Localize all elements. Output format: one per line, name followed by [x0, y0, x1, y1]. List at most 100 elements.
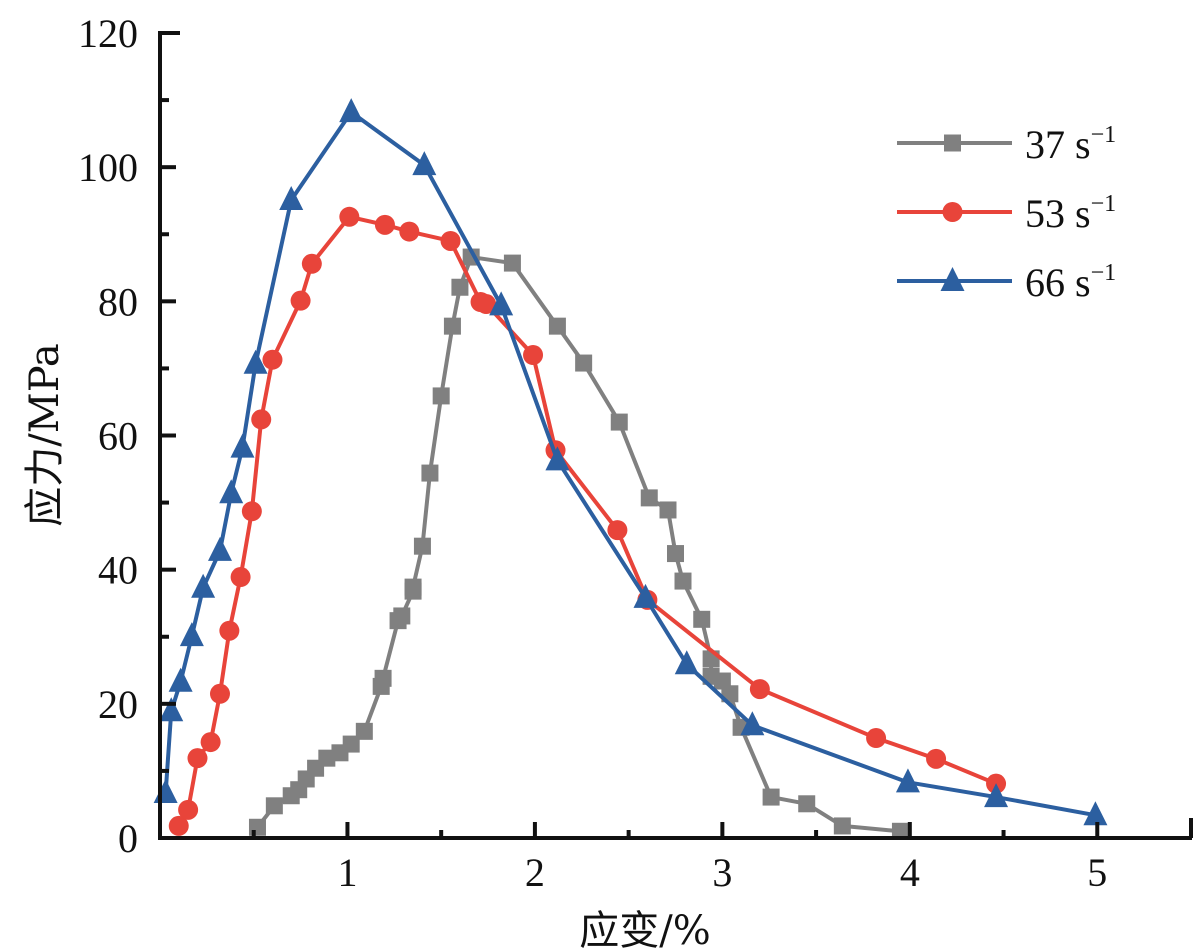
data-point: [610, 413, 628, 431]
y-axis-title: 应力/MPa: [22, 343, 68, 526]
data-point: [412, 151, 437, 176]
data-point: [740, 711, 765, 736]
y-ticks: 0 20 40 60 80 100 120: [78, 11, 176, 861]
data-point: [262, 349, 283, 370]
data-point: [1083, 801, 1108, 826]
data-point: [207, 536, 232, 561]
data-point: [833, 817, 851, 835]
y-tick-label: 80: [98, 279, 138, 324]
data-point: [251, 409, 272, 430]
data-point: [187, 748, 208, 769]
legend-marker-triangle: [940, 267, 965, 291]
series-triangle: [153, 98, 1108, 826]
data-point: [209, 683, 230, 704]
data-point: [179, 622, 204, 647]
x-tick-label: 3: [712, 850, 732, 895]
data-point: [318, 749, 336, 767]
data-point: [191, 573, 216, 598]
data-point: [219, 479, 244, 504]
data-point: [413, 537, 431, 555]
data-point: [633, 583, 658, 608]
data-point: [219, 620, 240, 641]
data-point: [178, 799, 199, 820]
data-point: [749, 679, 770, 700]
y-tick-label: 40: [98, 548, 138, 593]
x-ticks: 1 2 3 4 5: [251, 818, 1193, 895]
data-point: [168, 815, 189, 836]
data-point: [667, 545, 684, 563]
data-point: [984, 783, 1009, 808]
data-point: [489, 291, 514, 316]
data-point: [243, 349, 268, 374]
series-square: [248, 248, 909, 840]
legend-label: 37 s−1: [1025, 122, 1116, 167]
y-tick-label: 120: [78, 11, 138, 56]
data-point: [451, 278, 469, 296]
legend-item: 53 s−1: [897, 191, 1116, 236]
legend-marker-circle: [942, 202, 963, 222]
legend-item: 37 s−1: [897, 122, 1116, 167]
data-point: [762, 788, 780, 806]
data-point: [443, 317, 461, 335]
data-point: [926, 748, 947, 769]
data-point: [342, 735, 360, 753]
legend-item: 66 s−1: [897, 260, 1116, 305]
data-point: [440, 230, 461, 251]
data-point: [693, 610, 711, 628]
data-point: [607, 520, 628, 541]
data-point: [374, 669, 392, 687]
data-point: [674, 650, 699, 675]
x-tick-label: 5: [1087, 850, 1107, 895]
data-point: [895, 768, 920, 793]
data-point: [476, 294, 497, 315]
data-point: [153, 779, 178, 804]
data-point: [575, 354, 593, 372]
y-tick-label: 60: [98, 414, 138, 459]
data-point: [891, 822, 909, 840]
data-point: [432, 387, 450, 405]
data-point: [399, 221, 420, 242]
y-tick-label: 0: [118, 816, 138, 861]
data-point: [798, 795, 816, 813]
data-point: [640, 489, 658, 507]
legend: 37 s−1 53 s−1 66 s−1: [897, 122, 1116, 305]
data-point: [159, 697, 184, 722]
data-point: [290, 290, 311, 311]
data-point: [674, 572, 692, 590]
data-point: [866, 728, 887, 749]
x-tick-label: 1: [337, 850, 357, 895]
legend-label: 66 s−1: [1025, 260, 1116, 305]
legend-marker-square: [944, 134, 961, 152]
data-point: [339, 206, 360, 227]
x-tick-label: 2: [525, 850, 545, 895]
y-tick-label: 100: [78, 145, 138, 190]
data-point: [168, 667, 193, 692]
series-layer: [153, 98, 1108, 840]
data-point: [230, 567, 251, 588]
data-point: [393, 607, 411, 625]
axes-layer: 1 2 3 4 5 0 20 40 60 80 100 120: [78, 11, 1193, 895]
data-point: [241, 501, 262, 522]
data-point: [339, 98, 364, 123]
data-point: [503, 254, 521, 272]
data-point: [659, 501, 677, 519]
x-axis-title: 应变/%: [579, 908, 710, 952]
series-circle: [168, 206, 1007, 836]
data-point: [265, 797, 283, 815]
data-point: [200, 732, 221, 753]
data-point: [279, 186, 304, 211]
x-tick-label: 4: [900, 850, 920, 895]
data-point: [523, 345, 544, 365]
data-point: [548, 317, 566, 335]
legend-label: 53 s−1: [1025, 191, 1116, 236]
data-point: [355, 722, 373, 740]
data-point: [545, 446, 570, 471]
data-point: [248, 818, 266, 836]
data-point: [421, 464, 439, 482]
data-point: [374, 214, 395, 235]
series-line: [177, 214, 997, 827]
data-point: [230, 433, 255, 458]
data-point: [404, 578, 422, 596]
y-tick-label: 20: [98, 682, 138, 727]
